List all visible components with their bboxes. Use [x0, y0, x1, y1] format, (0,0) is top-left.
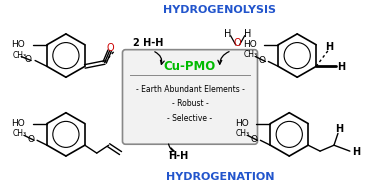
FancyArrowPatch shape: [155, 52, 164, 64]
FancyBboxPatch shape: [122, 50, 257, 144]
Text: H: H: [352, 147, 360, 157]
Text: HO: HO: [235, 119, 248, 128]
Text: 2 H-H: 2 H-H: [133, 38, 164, 48]
Text: O: O: [234, 38, 242, 48]
Text: CH₃: CH₃: [12, 129, 26, 138]
Text: HO: HO: [11, 40, 25, 49]
Text: O: O: [24, 55, 31, 64]
Text: CH₃: CH₃: [235, 129, 249, 138]
Text: O: O: [251, 135, 257, 144]
Text: Cu-PMO: Cu-PMO: [164, 60, 216, 73]
Text: O: O: [27, 135, 34, 144]
Text: HO: HO: [11, 119, 25, 128]
Text: HO: HO: [243, 40, 256, 49]
Text: H: H: [244, 29, 251, 39]
FancyArrowPatch shape: [169, 144, 174, 152]
Text: - Selective -: - Selective -: [167, 114, 212, 123]
Text: O: O: [259, 56, 265, 65]
Text: HYDROGENATION: HYDROGENATION: [166, 172, 274, 182]
Text: CH₃: CH₃: [243, 50, 257, 59]
Text: - Earth Abundant Elements -: - Earth Abundant Elements -: [136, 85, 245, 94]
Text: H: H: [337, 62, 345, 72]
Text: CH₃: CH₃: [12, 51, 26, 60]
Text: H: H: [224, 29, 231, 39]
Text: O: O: [107, 43, 115, 53]
Text: H: H: [325, 42, 333, 52]
Text: H-H: H-H: [168, 151, 188, 161]
Text: - Robust -: - Robust -: [172, 99, 208, 108]
Text: HYDROGENOLYSIS: HYDROGENOLYSIS: [163, 5, 276, 15]
Text: H: H: [335, 125, 343, 134]
FancyArrowPatch shape: [218, 52, 229, 64]
